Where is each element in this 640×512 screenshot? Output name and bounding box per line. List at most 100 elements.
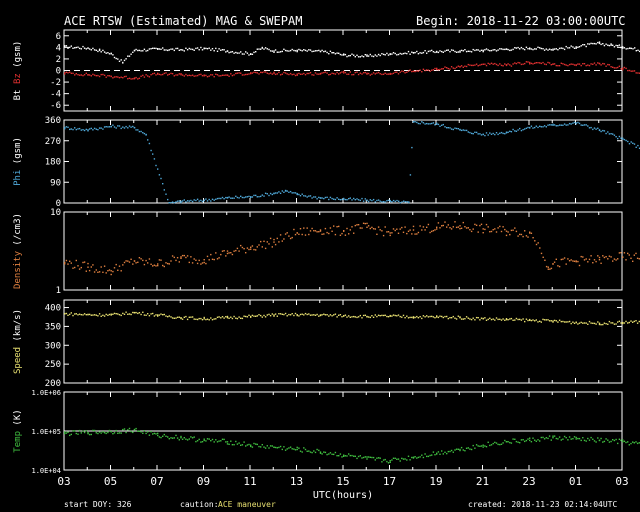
data-point xyxy=(354,71,356,74)
data-point xyxy=(474,131,476,133)
data-point xyxy=(135,427,137,430)
data-point xyxy=(465,316,468,318)
data-point xyxy=(575,47,577,49)
x-tick-label: 03 xyxy=(615,475,628,488)
data-point xyxy=(268,48,270,51)
data-point xyxy=(98,127,101,129)
data-point xyxy=(460,446,463,449)
data-point xyxy=(623,47,626,49)
data-point xyxy=(135,76,137,79)
data-point xyxy=(447,317,449,320)
data-point xyxy=(607,258,609,260)
data-point xyxy=(562,320,564,323)
data-point xyxy=(612,44,614,46)
data-point xyxy=(630,70,632,72)
data-point xyxy=(357,224,360,226)
data-point xyxy=(289,49,292,52)
data-point xyxy=(321,72,323,74)
data-point xyxy=(635,50,637,52)
data-point xyxy=(470,132,473,135)
data-point xyxy=(75,128,77,131)
data-point xyxy=(195,259,197,261)
data-point xyxy=(625,48,627,50)
data-point xyxy=(210,74,212,76)
data-point xyxy=(382,201,385,203)
data-point xyxy=(512,48,514,51)
data-point xyxy=(264,247,267,250)
data-point xyxy=(286,50,288,52)
data-point xyxy=(499,48,501,50)
data-point xyxy=(140,431,142,433)
data-point xyxy=(218,257,220,259)
data-point xyxy=(519,48,521,50)
data-point xyxy=(255,315,257,317)
data-point xyxy=(188,74,190,76)
data-point xyxy=(412,52,415,54)
data-point xyxy=(613,67,616,69)
data-point xyxy=(426,315,428,317)
data-point xyxy=(627,441,629,443)
data-point xyxy=(142,259,144,262)
data-point xyxy=(235,195,237,197)
data-point xyxy=(339,314,342,316)
data-point xyxy=(412,121,415,123)
data-point xyxy=(188,261,190,264)
data-point xyxy=(135,129,137,131)
data-point xyxy=(226,315,229,318)
y-tick-label: 350 xyxy=(45,322,61,332)
data-point xyxy=(452,451,454,453)
data-point xyxy=(251,245,254,247)
data-point xyxy=(83,74,86,76)
data-point xyxy=(495,231,498,233)
data-point xyxy=(324,451,327,454)
data-point xyxy=(243,196,245,199)
data-point xyxy=(190,256,192,258)
data-point xyxy=(628,321,630,324)
data-point xyxy=(299,228,302,230)
data-point xyxy=(83,261,86,263)
data-point xyxy=(464,450,466,452)
data-point xyxy=(148,315,151,317)
data-point xyxy=(504,48,506,51)
data-point xyxy=(444,451,446,453)
data-point xyxy=(623,138,626,141)
data-point xyxy=(85,430,87,432)
data-point xyxy=(102,314,104,316)
data-point xyxy=(235,317,237,319)
data-point xyxy=(323,313,325,315)
data-point xyxy=(168,49,170,51)
data-point xyxy=(613,134,616,136)
data-point xyxy=(135,262,137,264)
data-point xyxy=(391,53,393,55)
data-point xyxy=(180,435,182,438)
data-point xyxy=(532,127,534,129)
data-point xyxy=(592,128,594,131)
data-point xyxy=(512,63,514,65)
data-point xyxy=(529,231,531,233)
data-point xyxy=(627,47,629,50)
data-point xyxy=(356,54,358,56)
data-point xyxy=(250,196,252,198)
data-point xyxy=(379,315,381,317)
data-point xyxy=(583,124,586,126)
data-point xyxy=(578,63,581,65)
data-point xyxy=(167,436,169,438)
data-point xyxy=(517,318,519,321)
data-point xyxy=(462,66,464,68)
data-point xyxy=(155,164,157,167)
data-point xyxy=(216,258,219,260)
data-point xyxy=(250,248,252,250)
data-point xyxy=(623,252,626,254)
data-point xyxy=(462,129,464,131)
data-point xyxy=(472,444,474,447)
data-point xyxy=(273,446,275,448)
data-point xyxy=(391,232,393,234)
data-point xyxy=(334,73,337,75)
data-point xyxy=(279,234,282,236)
data-point xyxy=(72,128,74,131)
data-point xyxy=(122,428,124,431)
data-point xyxy=(369,74,371,76)
data-point xyxy=(437,51,440,54)
data-point xyxy=(195,318,197,320)
